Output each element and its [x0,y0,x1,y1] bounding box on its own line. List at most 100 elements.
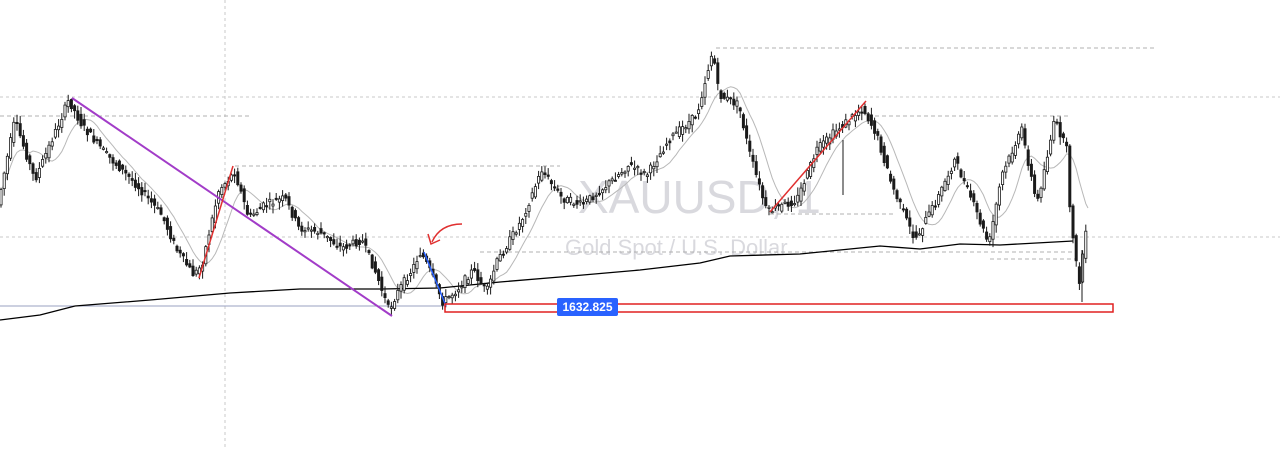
candle-body [725,96,729,101]
candlesticks [0,51,1088,315]
candle-body [402,277,406,291]
candle-body [188,263,192,268]
candle-body [777,204,781,207]
candle-body [757,178,761,185]
watermark-description: Gold Spot / U.S. Dollar [565,235,788,260]
curved-arrow-icon[interactable] [431,223,463,243]
moving-average-slow [0,240,1074,321]
candle-body [857,111,861,116]
candle-body [249,212,253,215]
candle-body [783,201,787,204]
candle-body [191,265,195,277]
candle-body [322,232,326,235]
candle-body [1074,235,1078,262]
candle-body [277,198,281,203]
candle-body [370,254,374,269]
candle-body [933,205,937,208]
candle-body [642,170,646,173]
candle-body [476,269,480,281]
candle-body [268,198,272,203]
candle-body [764,197,768,207]
candle-body [533,186,537,198]
candle-body [361,240,365,243]
price-label-value: 1632.825 [562,300,612,314]
candle-body [172,237,176,241]
trendline-red[interactable] [769,100,867,213]
candle-body [661,151,665,154]
candle-body [553,186,557,189]
horizontal-levels [0,47,1155,260]
candle-body [655,161,659,168]
candle-body [1061,133,1065,139]
candle-body [908,217,912,227]
candle-body [665,143,669,146]
candle-body [770,211,774,214]
candle-body [453,293,457,297]
candle-body [258,206,262,210]
candle-body [565,196,569,204]
candle-body [639,172,643,175]
candle-body [882,145,886,163]
candle-body [761,185,765,199]
candle-body [348,244,352,247]
candle-body [668,140,672,144]
candle-body [962,178,966,182]
trendline-purple[interactable] [71,97,393,317]
price-label[interactable]: 1632.825 [557,298,618,316]
trendline-red[interactable] [198,165,234,279]
candle-body [601,189,605,194]
trendline-blue[interactable] [423,251,447,307]
candle-body [265,205,269,208]
candle-body [143,190,147,193]
candle-body [357,239,361,245]
candle-body [876,131,880,136]
candle-body [524,212,528,217]
candle-body [15,122,19,125]
candle-body [418,255,422,258]
candle-body [405,280,409,285]
candle-body [41,158,45,167]
candle-body [917,233,921,236]
candle-body [133,179,137,188]
candle-body [89,128,93,133]
candle-body [1045,156,1049,172]
candle-body [303,230,307,233]
watermark: XAUUSD, 1 Gold Spot / U.S. Dollar [565,171,821,260]
candle-body [969,190,973,198]
candle-body [169,226,173,240]
candle-body [236,171,240,186]
candle-body [620,172,624,175]
candle-body [1042,169,1046,190]
candle-body [489,278,493,288]
candle-body [633,167,637,170]
support-zone-rectangle[interactable] [444,303,1114,313]
candle-body [5,155,9,175]
candle-body [556,188,560,191]
candle-body [914,231,918,238]
candle-body [409,273,413,276]
candle-body [242,188,246,203]
candle-body [559,191,563,197]
candle-body [591,196,595,201]
candle-body [0,189,3,206]
candle-body [28,155,32,165]
candle-body [975,202,979,213]
candle-body [53,128,57,138]
candle-body [69,99,73,110]
candle-body [997,186,1001,206]
candle-body [335,245,339,248]
candle-body [722,92,726,99]
candle-body [796,194,800,203]
candle-body [658,153,662,158]
candle-body [530,192,534,199]
candle-body [578,200,582,203]
candle-body [1084,230,1088,259]
candle-body [386,300,390,305]
candle-body [1077,266,1081,284]
candle-body [76,110,80,121]
drawing-tools[interactable] [71,97,1114,317]
candle-body [1001,171,1005,186]
candle-body [594,194,598,197]
